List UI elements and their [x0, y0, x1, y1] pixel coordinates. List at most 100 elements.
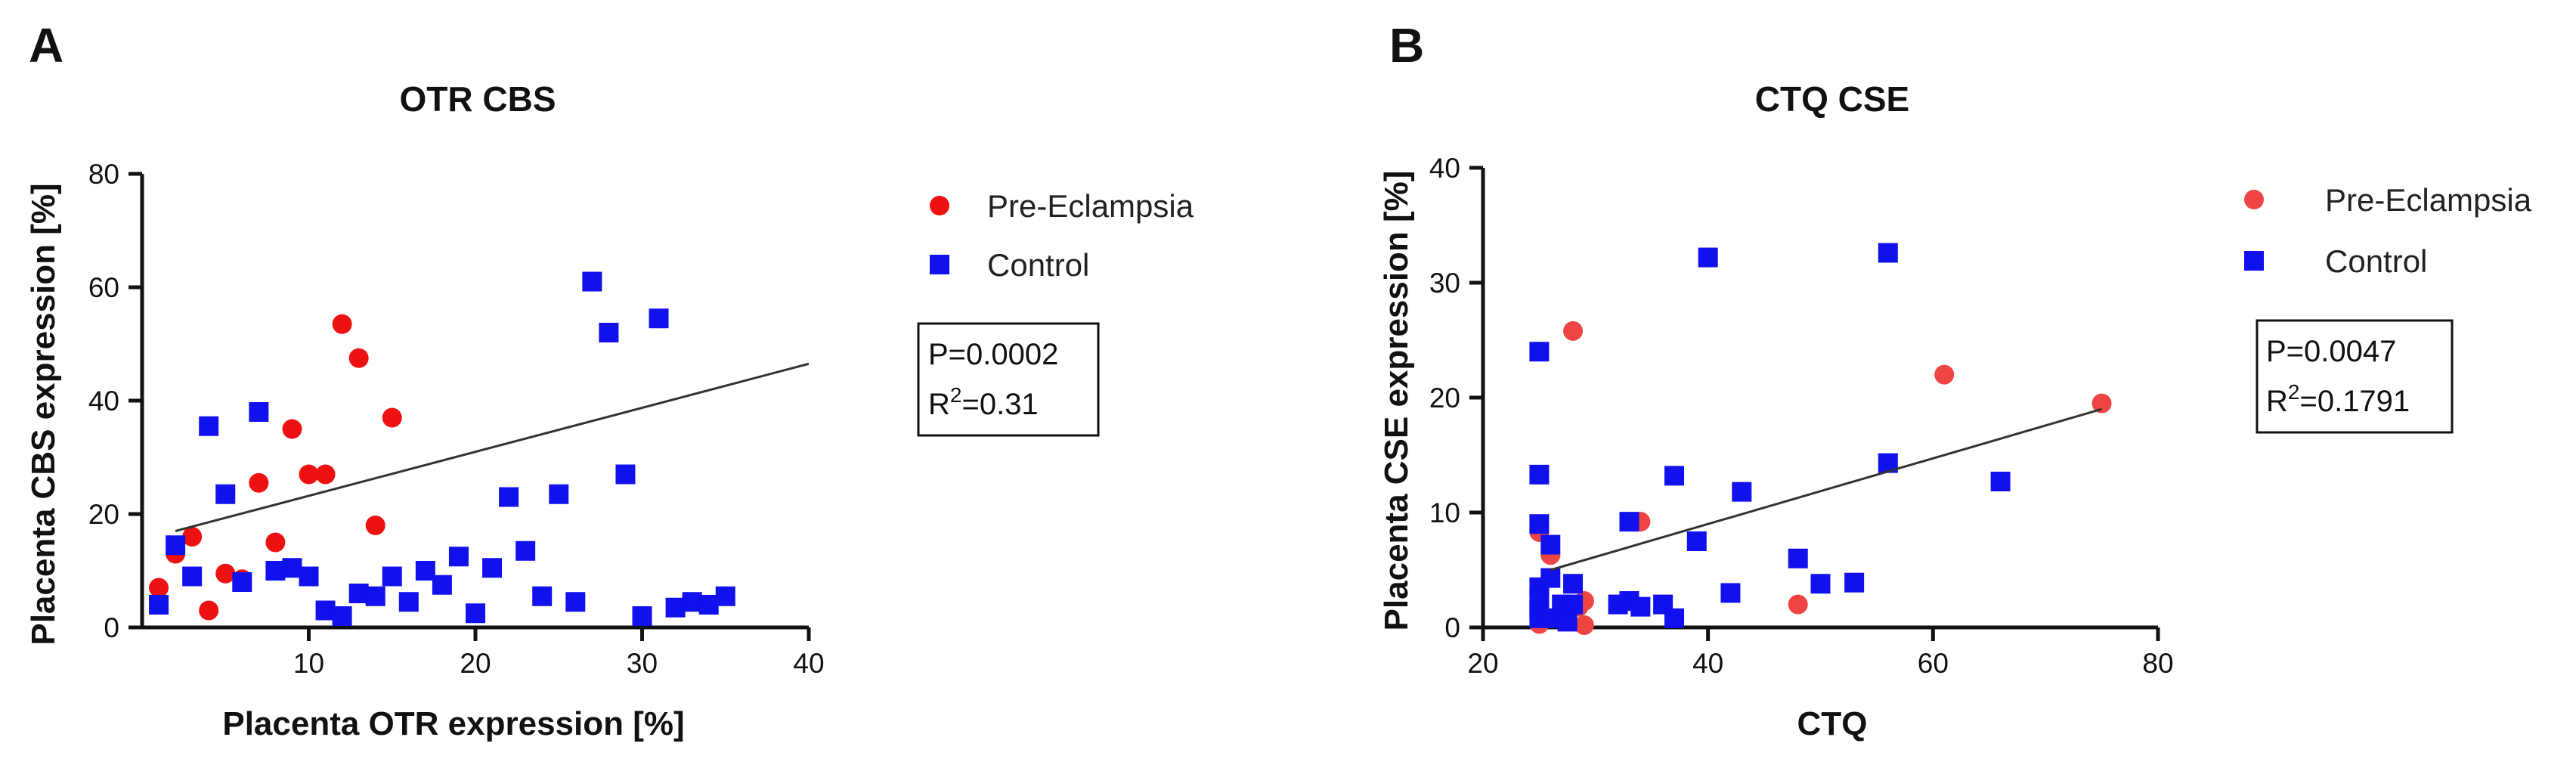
point-control [382, 566, 402, 587]
point-control [215, 484, 236, 504]
x-tick-label: 30 [627, 648, 658, 679]
legend-label-pre-eclampsia: Pre-Eclampsia [2325, 182, 2532, 218]
point-control [415, 561, 435, 581]
p-value: P=0.0002 [928, 338, 1058, 371]
point-control [1540, 568, 1561, 588]
point-control [632, 606, 652, 626]
point-control [149, 595, 169, 615]
point-control [1664, 466, 1685, 486]
point-control [315, 600, 336, 621]
point-control [299, 566, 319, 587]
r-squared: R2=0.1791 [2266, 380, 2410, 418]
point-pre-eclampsia [282, 419, 302, 439]
point-control [549, 484, 569, 504]
point-control [582, 271, 602, 292]
point-control [365, 586, 385, 606]
r-squared-value: =0.1791 [2299, 385, 2410, 418]
point-control [1529, 464, 1550, 485]
stats-box-frame [2256, 319, 2454, 434]
point-control [282, 558, 302, 578]
point-pre-eclampsia [2091, 393, 2112, 413]
point-pre-eclampsia [1788, 594, 1808, 615]
point-pre-eclampsia [315, 464, 336, 485]
r-squared-superscript: 2 [2288, 380, 2300, 404]
y-tick-label: 30 [1429, 268, 1460, 299]
point-control [482, 558, 503, 578]
p-value: P=0.0047 [2266, 335, 2396, 368]
point-control [665, 597, 686, 618]
point-pre-eclampsia [1563, 321, 1584, 341]
point-control [232, 572, 252, 592]
point-control [565, 592, 586, 612]
point-control [166, 535, 186, 556]
x-tick-label: 40 [1692, 648, 1723, 679]
r-squared-value: =0.31 [961, 388, 1038, 421]
point-control [1529, 514, 1550, 534]
point-control [499, 487, 519, 507]
legend-marker-control [930, 255, 949, 274]
panel-b-stats-box: P=0.0047 R2=0.1791 [2256, 319, 2454, 434]
point-control [348, 584, 369, 603]
x-tick-label: 80 [2142, 648, 2173, 679]
point-control [599, 323, 619, 342]
y-tick-label: 20 [88, 499, 119, 530]
point-pre-eclampsia [249, 472, 269, 493]
panel-b-legend: Pre-Eclampsia Control [2244, 182, 2532, 279]
point-control [1540, 534, 1561, 555]
point-pre-eclampsia [265, 532, 286, 553]
panel-b-plot-area: 0 10 20 30 40 20 40 60 80 [1429, 153, 2174, 679]
legend-label-control: Control [2325, 243, 2427, 279]
regression-line [175, 362, 810, 532]
panel-a-letter: A [29, 18, 63, 73]
legend-label-control: Control [987, 247, 1089, 283]
point-control [182, 566, 203, 587]
panel-b-x-axis-label: CTQ [1797, 705, 1868, 742]
panel-a-y-axis-label: Placenta CBS expression [%] [25, 183, 62, 645]
point-control [532, 586, 553, 606]
point-pre-eclampsia [215, 563, 236, 584]
point-control [1788, 548, 1808, 568]
point-pre-eclampsia [1934, 364, 1955, 385]
point-control [698, 595, 719, 615]
point-control [1878, 243, 1898, 263]
point-control [265, 561, 286, 581]
y-tick-label: 0 [104, 612, 119, 643]
point-control [1630, 596, 1651, 617]
x-tick-label: 20 [1467, 648, 1498, 679]
point-pre-eclampsia [365, 516, 385, 535]
x-tick-label: 60 [1918, 648, 1949, 679]
y-tick-label: 80 [88, 159, 119, 190]
point-control [249, 402, 269, 422]
r-squared-prefix: R [928, 388, 950, 421]
legend-marker-pre-eclampsia [930, 196, 949, 215]
point-control [1732, 482, 1752, 502]
x-tick-label: 40 [793, 648, 824, 679]
point-control [1529, 342, 1550, 362]
r-squared-prefix: R [2266, 385, 2288, 418]
point-control [448, 547, 469, 567]
panel-a-stats-box: P=0.0002 R2=0.31 [917, 322, 1100, 437]
panel-a: A OTR CBS Placenta OTR expression [%] Pl… [25, 18, 1194, 742]
point-control [649, 308, 669, 329]
legend-marker-pre-eclampsia [2244, 190, 2264, 209]
regression-line [1550, 407, 2103, 571]
point-pre-eclampsia [382, 407, 402, 428]
panel-b-y-axis-label: Placenta CSE expression [%] [1378, 171, 1415, 631]
panel-b-title: CTQ CSE [1755, 79, 1909, 119]
x-tick-label: 10 [293, 648, 324, 679]
point-pre-eclampsia [199, 600, 219, 621]
panel-b: B CTQ CSE CTQ Placenta CSE expression [%… [1378, 18, 2532, 742]
point-control [715, 586, 735, 606]
legend-label-pre-eclampsia: Pre-Eclampsia [987, 188, 1194, 224]
point-control [1557, 612, 1577, 632]
point-control [199, 416, 219, 436]
point-control [682, 592, 702, 612]
legend-marker-control [2244, 251, 2264, 271]
r-squared: R2=0.31 [928, 383, 1039, 421]
point-control [1619, 512, 1639, 532]
point-pre-eclampsia [149, 578, 169, 598]
panel-a-legend: Pre-Eclampsia Control [930, 188, 1194, 283]
y-tick-label: 20 [1429, 382, 1460, 413]
point-control [1720, 583, 1741, 603]
point-control [466, 603, 485, 624]
